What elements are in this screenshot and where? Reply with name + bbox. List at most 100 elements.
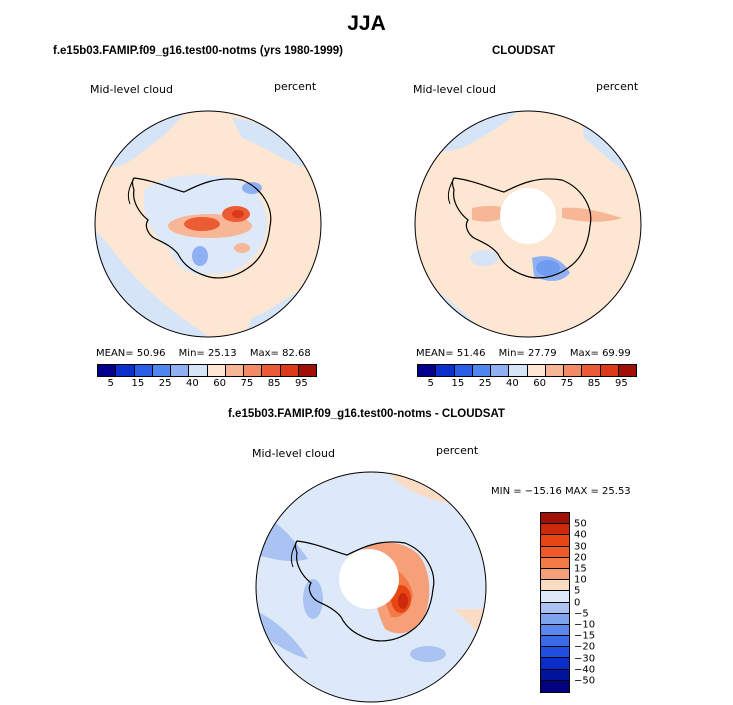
diff-colorbar-tick-label: −10: [574, 619, 596, 631]
model-variable-label: Mid-level cloud: [90, 83, 173, 96]
model-colorbar: [97, 364, 317, 377]
model-colorbar-swatch: [152, 365, 171, 376]
diff-colorbar: [540, 512, 570, 693]
diff-colorbar-swatch: [541, 624, 569, 637]
diff-colorbar-labels: 50 40 30 20 15 10 5 0 −5 −10 −15 −20 −30 −40 −50: [574, 512, 614, 692]
obs-colorbar-swatch: [618, 365, 636, 376]
model-colorbar-tick-label: 60: [213, 378, 226, 389]
obs-colorbar-swatch: [564, 365, 583, 376]
obs-colorbar-swatch: [582, 365, 601, 376]
obs-colorbar-labels: 5 15 25 40 60 75 85 95: [417, 378, 635, 392]
obs-colorbar-tick-label: 5: [427, 378, 434, 389]
diff-colorbar-swatch: [541, 647, 569, 659]
obs-variable-label: Mid-level cloud: [413, 83, 496, 96]
obs-stats: MEAN= 51.46 Min= 27.79 Max= 69.99: [416, 348, 631, 359]
diff-colorbar-swatch: [541, 535, 569, 547]
model-colorbar-swatch: [225, 365, 244, 376]
diff-colorbar-swatch: [541, 680, 569, 692]
model-colorbar-swatch: [116, 365, 135, 376]
diff-colorbar-swatch: [541, 568, 569, 581]
diff-colorbar-tick-label: 30: [574, 541, 587, 553]
obs-colorbar-tick-label: 60: [533, 378, 546, 389]
model-colorbar-tick-label: 15: [131, 378, 145, 389]
obs-colorbar-tick-label: 75: [560, 378, 574, 389]
obs-colorbar-swatch: [509, 365, 528, 376]
obs-min-value: 27.79: [527, 348, 557, 359]
obs-colorbar-swatch: [600, 365, 619, 376]
model-colorbar-tick-label: 5: [107, 378, 114, 389]
model-colorbar-swatch: [207, 365, 226, 376]
diff-colorbar-tick-label: 15: [574, 563, 587, 575]
obs-colorbar-tick-label: 85: [587, 378, 601, 389]
model-colorbar-tick-label: 75: [240, 378, 254, 389]
diff-colorbar-swatch: [541, 546, 569, 558]
diff-colorbar-tick-label: −40: [574, 664, 596, 676]
diff-units-label: percent: [436, 444, 479, 457]
diff-colorbar-tick-label: −20: [574, 641, 596, 653]
obs-polar-map: [414, 110, 642, 338]
diff-colorbar-swatch: [541, 669, 569, 681]
model-units-label: percent: [274, 80, 317, 93]
model-colorbar-swatch: [280, 365, 299, 376]
model-colorbar-swatch: [171, 365, 190, 376]
diff-colorbar-swatch: [541, 613, 569, 625]
obs-colorbar-swatch: [472, 365, 491, 376]
figure-title: JJA: [347, 12, 386, 35]
diff-colorbar-swatch: [541, 591, 569, 603]
model-panel-title: f.e15b03.FAMIP.f09_g16.test00-notms (yrs…: [53, 45, 343, 57]
model-polar-map: [94, 110, 322, 338]
diff-colorbar-tick-label: 20: [574, 552, 587, 564]
obs-colorbar-swatch: [491, 365, 510, 376]
model-colorbar-swatch: [244, 365, 263, 376]
diff-colorbar-tick-label: −5: [574, 608, 589, 620]
obs-mean-value: 51.46: [456, 348, 486, 359]
diff-colorbar-swatch: [541, 636, 569, 648]
diff-colorbar-tick-label: 5: [574, 585, 581, 597]
diff-colorbar-swatch: [541, 658, 569, 670]
diff-colorbar-swatch: [541, 557, 569, 569]
obs-colorbar-swatch: [545, 365, 564, 376]
diff-panel-title: f.e15b03.FAMIP.f09_g16.test00-notms - CL…: [228, 408, 505, 420]
obs-units-label: percent: [596, 80, 639, 93]
diff-colorbar-tick-label: 10: [574, 574, 587, 586]
obs-colorbar: [417, 364, 637, 377]
model-min-label: Min=: [178, 348, 205, 359]
obs-colorbar-tick-label: 25: [478, 378, 492, 389]
diff-colorbar-swatch: [541, 602, 569, 614]
model-max-value: 82.68: [282, 348, 311, 359]
model-colorbar-tick-label: 25: [158, 378, 172, 389]
model-colorbar-swatch: [298, 365, 316, 376]
obs-colorbar-swatch: [418, 365, 437, 376]
diff-polar-map: [255, 471, 487, 703]
model-colorbar-tick-label: 40: [186, 378, 199, 389]
diff-colorbar-tick-label: −30: [574, 653, 596, 665]
model-mean-label: MEAN=: [96, 348, 134, 359]
model-min-value: 25.13: [207, 348, 237, 359]
diff-colorbar-swatch: [541, 580, 569, 592]
diff-colorbar-swatch: [541, 513, 569, 525]
obs-min-label: Min=: [498, 348, 525, 359]
obs-colorbar-tick-label: 40: [506, 378, 519, 389]
model-colorbar-tick-label: 95: [295, 378, 308, 389]
obs-colorbar-swatch: [527, 365, 546, 376]
model-colorbar-swatch: [189, 365, 208, 376]
obs-colorbar-tick-label: 15: [451, 378, 465, 389]
obs-colorbar-tick-label: 95: [615, 378, 628, 389]
diff-colorbar-tick-label: 0: [574, 597, 581, 609]
obs-mean-label: MEAN=: [416, 348, 454, 359]
diff-colorbar-tick-label: −50: [574, 675, 596, 687]
model-stats: MEAN= 50.96 Min= 25.13 Max= 82.68: [96, 348, 311, 359]
diff-variable-label: Mid-level cloud: [252, 447, 335, 460]
obs-colorbar-swatch: [454, 365, 473, 376]
diff-minmax: MIN = −15.16 MAX = 25.53: [491, 486, 631, 497]
diff-colorbar-tick-label: 40: [574, 529, 587, 541]
model-colorbar-swatch: [98, 365, 117, 376]
model-colorbar-swatch: [262, 365, 281, 376]
model-mean-value: 50.96: [136, 348, 166, 359]
diff-colorbar-tick-label: 50: [574, 518, 587, 530]
model-colorbar-labels: 5 15 25 40 60 75 85 95: [97, 378, 315, 392]
diff-colorbar-tick-label: −15: [574, 630, 596, 642]
model-colorbar-swatch: [134, 365, 153, 376]
model-colorbar-tick-label: 85: [267, 378, 281, 389]
obs-max-label: Max=: [569, 348, 599, 359]
